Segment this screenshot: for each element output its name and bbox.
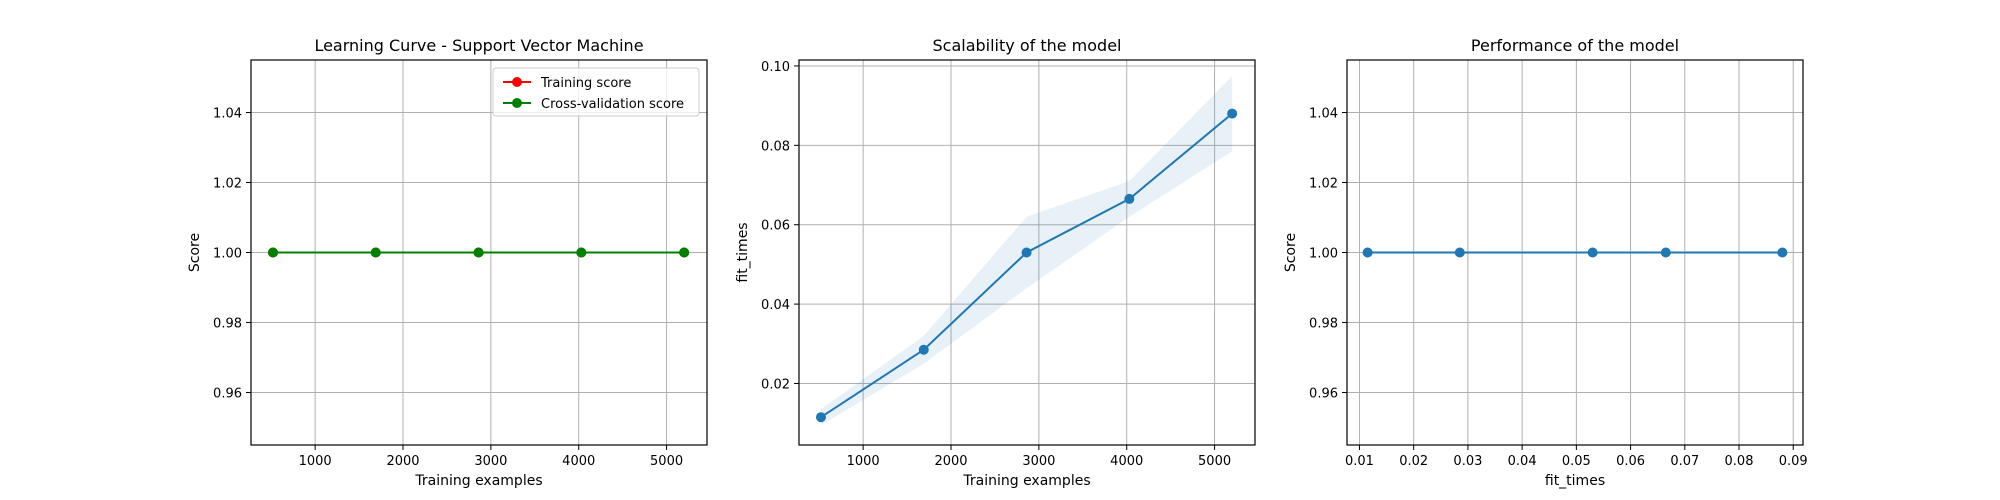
x-tick-label: 4000 bbox=[562, 454, 595, 469]
y-tick-label: 1.02 bbox=[213, 177, 242, 192]
data-point bbox=[267, 247, 278, 258]
data-point bbox=[1660, 247, 1671, 258]
y-tick-label: 0.04 bbox=[761, 298, 790, 313]
chart-panel-3: 0.01 0.02 0.03 0.04 0.05 0.06 0.07 0.08 0.09 0.96… bbox=[1283, 36, 1808, 489]
y-tick-label: 0.08 bbox=[761, 139, 790, 154]
x-tick-label: 0.09 bbox=[1779, 454, 1808, 469]
x-tick-label: 1000 bbox=[847, 454, 880, 469]
data-point bbox=[1227, 108, 1238, 119]
x-tick-label: 1000 bbox=[299, 454, 332, 469]
data-point bbox=[918, 344, 929, 355]
y-tick-label: 0.98 bbox=[213, 317, 242, 332]
y-axis-label: fit_times bbox=[735, 222, 751, 282]
data-point bbox=[473, 247, 484, 258]
chart-title: Performance of the model bbox=[1471, 36, 1679, 55]
chart-panel-2: 1000 2000 3000 4000 5000 0.02 0.04 0.06 0.08 0.10… bbox=[735, 36, 1256, 489]
x-tick-label: 0.07 bbox=[1670, 454, 1699, 469]
data-point bbox=[576, 247, 587, 258]
legend-entry: Training score bbox=[540, 76, 631, 91]
axes-frame bbox=[798, 59, 1256, 446]
x-tick-label: 0.02 bbox=[1399, 454, 1428, 469]
data-point bbox=[370, 247, 381, 258]
x-axis-label: Training examples bbox=[414, 473, 542, 489]
y-tick-label: 0.06 bbox=[761, 219, 790, 234]
data-point bbox=[1454, 247, 1465, 258]
y-tick-label: 1.04 bbox=[213, 107, 242, 122]
x-tick-label: 0.01 bbox=[1345, 454, 1374, 469]
y-axis-label: Score bbox=[187, 233, 203, 272]
y-tick-label: 0.10 bbox=[761, 60, 790, 75]
x-tick-label: 2000 bbox=[934, 454, 967, 469]
legend-entry: Cross-validation score bbox=[541, 97, 684, 112]
y-tick-label: 1.00 bbox=[213, 247, 242, 262]
data-point bbox=[1587, 247, 1598, 258]
chart-title: Scalability of the model bbox=[933, 36, 1122, 55]
y-tick-label: 1.00 bbox=[1309, 247, 1338, 262]
x-tick-label: 3000 bbox=[474, 454, 507, 469]
x-tick-label: 0.04 bbox=[1508, 454, 1537, 469]
legend-marker bbox=[512, 77, 522, 87]
data-point bbox=[679, 247, 690, 258]
x-tick-label: 4000 bbox=[1110, 454, 1143, 469]
data-point bbox=[1021, 247, 1032, 258]
y-axis-label: Score bbox=[1283, 233, 1299, 272]
y-tick-label: 0.96 bbox=[213, 387, 242, 402]
x-tick-label: 0.03 bbox=[1453, 454, 1482, 469]
x-tick-label: 5000 bbox=[1198, 454, 1231, 469]
x-tick-label: 0.05 bbox=[1562, 454, 1591, 469]
x-tick-label: 0.08 bbox=[1725, 454, 1754, 469]
x-axis-label: fit_times bbox=[1545, 473, 1605, 489]
y-tick-label: 0.96 bbox=[1309, 387, 1338, 402]
data-point bbox=[1362, 247, 1373, 258]
x-axis-label: Training examples bbox=[962, 473, 1090, 489]
data-point bbox=[1777, 247, 1788, 258]
chart-panel-1: 1000 2000 3000 4000 5000 0.96 0.98 1.00 1.02 1.04… bbox=[187, 36, 708, 489]
legend-marker bbox=[512, 98, 522, 108]
legend: Training score Cross-validation score bbox=[492, 67, 700, 117]
x-tick-label: 2000 bbox=[386, 454, 419, 469]
y-tick-label: 0.98 bbox=[1309, 317, 1338, 332]
y-tick-label: 1.02 bbox=[1309, 177, 1338, 192]
y-tick-label: 1.04 bbox=[1309, 107, 1338, 122]
data-point bbox=[1124, 193, 1135, 204]
chart-title: Learning Curve - Support Vector Machine bbox=[314, 36, 643, 55]
x-tick-label: 3000 bbox=[1022, 454, 1055, 469]
data-point bbox=[815, 412, 826, 423]
x-tick-label: 5000 bbox=[650, 454, 683, 469]
x-tick-label: 0.06 bbox=[1616, 454, 1645, 469]
y-tick-label: 0.02 bbox=[761, 377, 790, 392]
